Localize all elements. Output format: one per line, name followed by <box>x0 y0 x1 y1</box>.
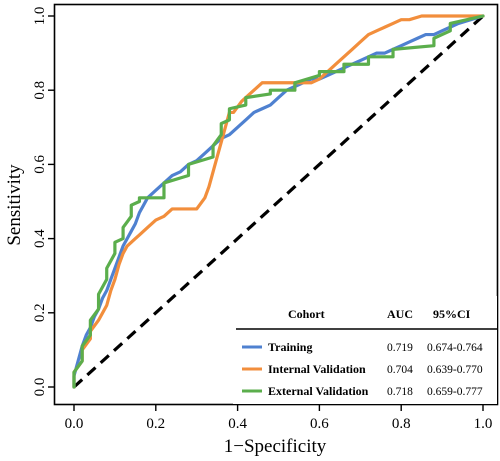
legend-auc-external-validation: 0.718 <box>387 386 413 398</box>
x-tick-label: 0.0 <box>65 416 84 432</box>
x-axis-title: 1−Specificity <box>224 436 327 457</box>
x-tick-label: 0.6 <box>310 416 329 432</box>
x-tick-label: 0.2 <box>146 416 165 432</box>
legend-label-internal-validation: Internal Validation <box>268 362 366 376</box>
x-axis: 0.0 0.2 0.4 0.6 0.8 1.0 <box>65 404 493 432</box>
y-axis: 0.0 0.2 0.4 0.6 0.8 1.0 <box>32 7 55 397</box>
y-tick-label: 0.4 <box>32 229 48 248</box>
legend-header-auc: AUC <box>387 307 413 321</box>
roc-line-internal-validation <box>72 14 485 389</box>
plot-frame <box>53 3 499 406</box>
legend-label-external-validation: External Validation <box>268 384 369 398</box>
legend-ci-training: 0.674-0.764 <box>427 342 483 354</box>
y-axis-title: Sensitivity <box>4 164 25 246</box>
reference-line-group <box>72 14 485 389</box>
legend-auc-training: 0.719 <box>387 342 413 354</box>
legend-ci-external-validation: 0.659-0.777 <box>427 386 483 398</box>
legend-header-ci: 95%CI <box>433 307 471 321</box>
legend-label-training: Training <box>268 340 312 354</box>
y-tick-label: 0.0 <box>32 378 48 397</box>
x-tick-label: 1.0 <box>474 416 493 432</box>
legend: Cohort AUC 95%CI Training 0.719 0.674-0.… <box>233 296 497 404</box>
legend-ci-internal-validation: 0.639-0.770 <box>427 364 483 376</box>
axes <box>53 3 499 406</box>
y-tick-label: 1.0 <box>32 7 48 26</box>
x-tick-label: 0.4 <box>228 416 247 432</box>
reference-diagonal-line <box>72 14 485 389</box>
roc-curves <box>72 14 485 389</box>
y-tick-label: 0.2 <box>32 303 48 322</box>
y-tick-label: 0.6 <box>32 155 48 174</box>
x-tick-label: 0.8 <box>392 416 411 432</box>
legend-box <box>233 296 497 404</box>
roc-line-training <box>72 14 485 389</box>
legend-header-cohort: Cohort <box>288 307 325 321</box>
roc-line-external-validation <box>72 14 485 389</box>
y-tick-label: 0.8 <box>32 81 48 100</box>
legend-auc-internal-validation: 0.704 <box>387 364 413 376</box>
